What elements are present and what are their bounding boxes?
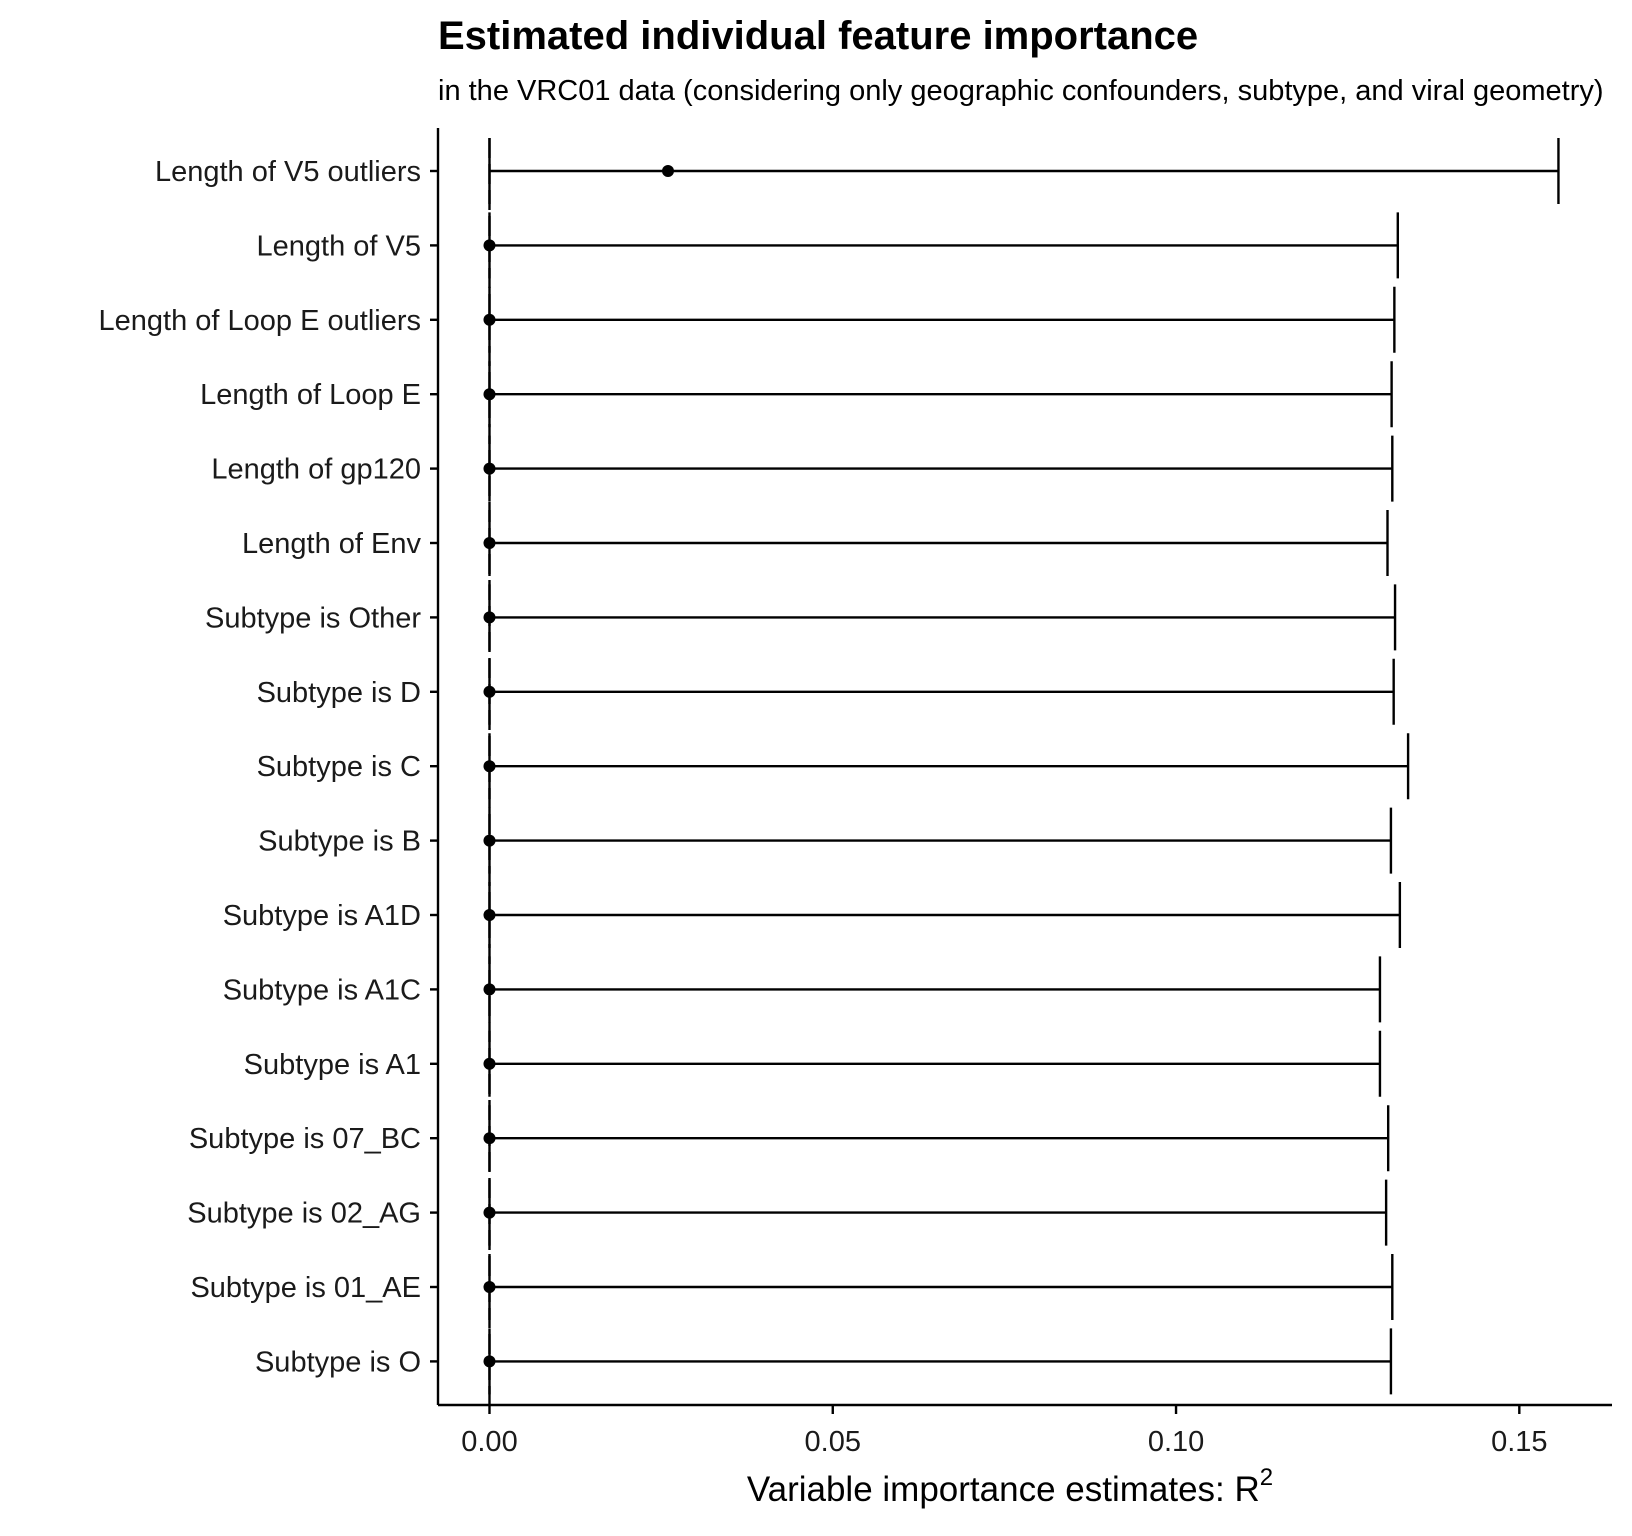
estimate-point <box>483 685 496 698</box>
x-axis-title-text: Variable importance estimates: R <box>747 1470 1260 1509</box>
x-axis-ticks: 0.00 0.05 0.10 0.15 <box>461 1405 1548 1458</box>
estimate-point <box>483 1355 496 1368</box>
y-tick-label: Subtype is Other <box>205 602 421 634</box>
y-tick-label: Subtype is 02_AG <box>187 1198 421 1230</box>
y-tick-label: Subtype is D <box>257 677 421 709</box>
estimate-point <box>483 1057 496 1070</box>
estimate-point <box>483 983 496 996</box>
x-tick-label: 0.10 <box>1148 1426 1204 1458</box>
y-tick-label: Subtype is A1D <box>223 900 421 932</box>
confidence-intervals <box>488 138 1560 1395</box>
y-tick-label: Subtype is O <box>255 1346 421 1378</box>
estimate-point <box>483 834 496 847</box>
x-tick-label: 0.15 <box>1491 1426 1547 1458</box>
y-tick-label: Subtype is 01_AE <box>190 1272 421 1304</box>
estimate-point <box>483 611 496 624</box>
y-tick-label: Subtype is A1 <box>244 1049 421 1081</box>
y-axis-ticks: Length of V5 outliers Length of V5 Length … <box>99 156 438 1378</box>
y-tick-label: Length of gp120 <box>211 454 421 486</box>
x-tick-label: 0.00 <box>461 1426 517 1458</box>
estimate-point <box>483 1206 496 1219</box>
y-tick-label: Subtype is A1C <box>223 974 421 1006</box>
y-tick-label: Length of Loop E outliers <box>99 305 421 337</box>
y-tick-label: Subtype is B <box>258 826 421 858</box>
estimate-point <box>483 1281 496 1293</box>
estimate-points <box>483 165 674 1368</box>
estimate-point <box>483 537 496 549</box>
chart-title: Estimated individual feature importance <box>438 14 1198 58</box>
y-tick-label: Subtype is C <box>257 751 421 783</box>
estimate-point <box>483 462 496 475</box>
estimate-point <box>483 313 496 326</box>
x-axis-title-superscript: 2 <box>1260 1464 1273 1491</box>
estimate-point <box>483 1132 496 1145</box>
y-tick-label: Length of Env <box>242 528 421 560</box>
y-tick-label: Length of Loop E <box>200 379 421 411</box>
estimate-point <box>483 388 496 401</box>
estimate-point <box>483 239 496 252</box>
estimate-point <box>483 909 496 921</box>
y-tick-label: Length of V5 <box>257 230 421 262</box>
y-tick-label: Subtype is 07_BC <box>189 1123 421 1155</box>
estimate-point <box>661 165 674 177</box>
x-tick-label: 0.05 <box>805 1426 861 1458</box>
x-axis-title: Variable importance estimates: R2 <box>747 1464 1273 1509</box>
chart-subtitle: in the VRC01 data (considering only geog… <box>438 75 1604 107</box>
estimate-point <box>483 760 496 773</box>
y-tick-label: Length of V5 outliers <box>155 156 421 188</box>
